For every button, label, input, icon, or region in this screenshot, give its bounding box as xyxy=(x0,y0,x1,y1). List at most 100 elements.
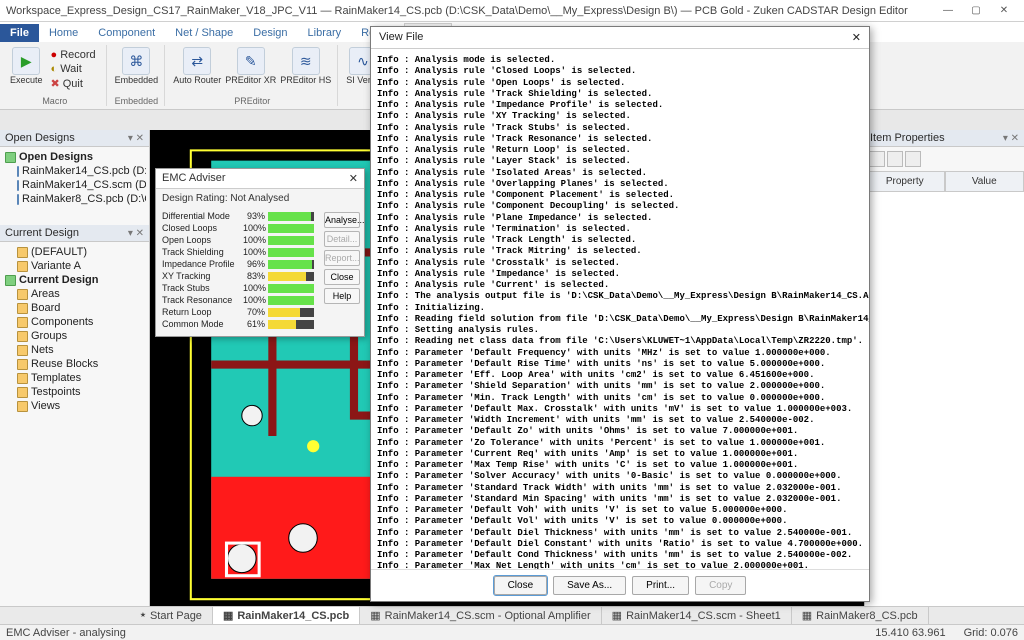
ribbon-tab-netshape[interactable]: Net / Shape xyxy=(165,24,243,42)
file-icon xyxy=(17,194,19,205)
document-tabs: ⭑ Start Page ▦ RainMaker14_CS.pcb ▦ Rain… xyxy=(0,606,1024,624)
design-item[interactable]: RainMaker14_CS.scm (D:\CS xyxy=(3,178,146,192)
quit-button[interactable]: ✖Quit xyxy=(51,77,96,90)
item-properties-header: Item Properties▾ ✕ xyxy=(865,130,1024,147)
emc-rule-row[interactable]: Closed Loops100% xyxy=(162,222,314,234)
emc-rule-row[interactable]: Track Resonance100% xyxy=(162,294,314,306)
record-button[interactable]: ●Record xyxy=(51,49,96,61)
preditor-hs-button[interactable]: ≋PREditor HS xyxy=(280,47,331,85)
log-text: Info : Analysis mode is selected. Info :… xyxy=(377,55,863,569)
dialog-title: EMC Adviser xyxy=(162,172,226,185)
grid-label: Grid: 0.076 xyxy=(964,627,1018,639)
panel-close-icon[interactable]: ▾ ✕ xyxy=(128,228,144,239)
vf-copy-button[interactable]: Copy xyxy=(695,576,746,595)
folder-icon xyxy=(17,373,28,384)
emc-rule-row[interactable]: XY Tracking83% xyxy=(162,270,314,282)
tab-start[interactable]: ⭑ Start Page xyxy=(130,607,213,624)
emc-rule-row[interactable]: Open Loops100% xyxy=(162,234,314,246)
left-sidebar: Open Designs▾ ✕ Open Designs RainMaker14… xyxy=(0,130,150,624)
minimize-icon[interactable]: — xyxy=(934,2,962,20)
tree-node[interactable]: Groups xyxy=(3,329,146,343)
ribbon-tab-design[interactable]: Design xyxy=(243,24,297,42)
folder-icon xyxy=(17,261,28,272)
report-button[interactable]: Report... xyxy=(324,250,360,266)
property-grid[interactable] xyxy=(865,192,1024,624)
current-design-header: Current Design▾ ✕ xyxy=(0,225,149,242)
folder-icon xyxy=(17,317,28,328)
emc-rule-row[interactable]: Track Shielding100% xyxy=(162,246,314,258)
folder-icon xyxy=(17,401,28,412)
view-file-window: View File ✕ Info : Analysis mode is selec… xyxy=(370,26,870,602)
ribbon-tab-file[interactable]: File xyxy=(0,24,39,42)
tree-node[interactable]: Components xyxy=(3,315,146,329)
tab-scm-amp[interactable]: ▦ RainMaker14_CS.scm - Optional Amplifie… xyxy=(360,607,601,624)
help-button[interactable]: Help xyxy=(324,288,360,304)
ribbon-tab-component[interactable]: Component xyxy=(88,24,165,42)
viewfile-close-icon[interactable]: ✕ xyxy=(852,31,861,44)
tree-node[interactable]: Board xyxy=(3,301,146,315)
folder-icon xyxy=(17,331,28,342)
tree-node[interactable]: Nets xyxy=(3,343,146,357)
tree-node[interactable]: Templates xyxy=(3,371,146,385)
panel-close-icon[interactable]: ▾ ✕ xyxy=(128,133,144,144)
status-bar: EMC Adviser - analysing 15.410 63.961 Gr… xyxy=(0,624,1024,640)
analyse-button[interactable]: Analyse... xyxy=(324,212,360,228)
toolbar-icon[interactable] xyxy=(887,151,903,167)
execute-button[interactable]: ▶Execute xyxy=(10,47,43,85)
folder-icon xyxy=(5,152,16,163)
viewfile-body[interactable]: Info : Analysis mode is selected. Info :… xyxy=(371,49,869,569)
tab-scm-sheet1[interactable]: ▦ RainMaker14_CS.scm - Sheet1 xyxy=(602,607,792,624)
status-message: EMC Adviser - analysing xyxy=(6,627,126,639)
folder-icon xyxy=(17,387,28,398)
vf-print-button[interactable]: Print... xyxy=(632,576,689,595)
folder-icon xyxy=(17,359,28,370)
folder-icon xyxy=(5,275,16,286)
panel-close-icon[interactable]: ▾ ✕ xyxy=(1003,133,1019,144)
ribbon-group-macro: ▶Execute ●Record ◐Wait ✖Quit Macro xyxy=(4,45,107,106)
folder-icon xyxy=(17,345,28,356)
open-designs-header: Open Designs▾ ✕ xyxy=(0,130,149,147)
preditor-xr-button[interactable]: ✎PREditor XR xyxy=(225,47,276,85)
ribbon-tab-library[interactable]: Library xyxy=(298,24,352,42)
embedded-button[interactable]: ⌘Embedded xyxy=(115,47,159,85)
open-designs-tree[interactable]: Open Designs RainMaker14_CS.pcb (D:\CS R… xyxy=(0,147,149,225)
folder-icon xyxy=(17,303,28,314)
ribbon-group-embedded: ⌘Embedded Embedded xyxy=(109,45,166,106)
folder-icon xyxy=(17,247,28,258)
vf-close-button[interactable]: Close xyxy=(494,576,548,595)
close-icon[interactable]: ✕ xyxy=(990,2,1018,20)
right-sidebar: Item Properties▾ ✕ Property Value xyxy=(864,130,1024,624)
tree-node[interactable]: Testpoints xyxy=(3,385,146,399)
emc-rule-row[interactable]: Return Loop70% xyxy=(162,306,314,318)
design-item[interactable]: RainMaker8_CS.pcb (D:\CSK xyxy=(3,192,146,206)
tree-node[interactable]: Reuse Blocks xyxy=(3,357,146,371)
maximize-icon[interactable]: ▢ xyxy=(962,2,990,20)
tab-pcb14[interactable]: ▦ RainMaker14_CS.pcb xyxy=(213,607,360,624)
emc-adviser-dialog: EMC Adviser ✕ Design Rating: Not Analysed… xyxy=(155,168,365,337)
emc-rule-row[interactable]: Impedance Profile96% xyxy=(162,258,314,270)
toolbar-icon[interactable] xyxy=(905,151,921,167)
ribbon-group-preditor: ⇄Auto Router ✎PREditor XR ≋PREditor HS P… xyxy=(167,45,338,106)
emc-rule-row[interactable]: Track Stubs100% xyxy=(162,282,314,294)
window-titlebar: Workspace_Express_Design_CS17_RainMaker_… xyxy=(0,0,1024,22)
current-design-tree[interactable]: (DEFAULT) Variante A Current Design Area… xyxy=(0,242,149,624)
design-item[interactable]: RainMaker14_CS.pcb (D:\CS xyxy=(3,164,146,178)
tree-node[interactable]: Areas xyxy=(3,287,146,301)
dialog-close-icon[interactable]: ✕ xyxy=(349,172,358,185)
emc-rule-row[interactable]: Common Mode61% xyxy=(162,318,314,330)
wait-button[interactable]: ◐Wait xyxy=(51,63,96,75)
tab-pcb8[interactable]: ▦ RainMaker8_CS.pcb xyxy=(792,607,929,624)
viewfile-title: View File xyxy=(379,31,423,44)
coordinates: 15.410 63.961 xyxy=(875,627,945,639)
detail-button[interactable]: Detail... xyxy=(324,231,360,247)
close-button[interactable]: Close xyxy=(324,269,360,285)
vf-saveas-button[interactable]: Save As... xyxy=(553,576,626,595)
emc-rules-list: Differential Mode93%Closed Loops100%Open… xyxy=(156,208,320,336)
autorouter-button[interactable]: ⇄Auto Router xyxy=(173,47,221,85)
app-title: Workspace_Express_Design_CS17_RainMaker_… xyxy=(6,5,908,17)
ribbon-tab-home[interactable]: Home xyxy=(39,24,88,42)
toolbar-icon[interactable] xyxy=(869,151,885,167)
emc-rule-row[interactable]: Differential Mode93% xyxy=(162,210,314,222)
design-rating: Design Rating: Not Analysed xyxy=(156,189,364,208)
tree-node[interactable]: Views xyxy=(3,399,146,413)
